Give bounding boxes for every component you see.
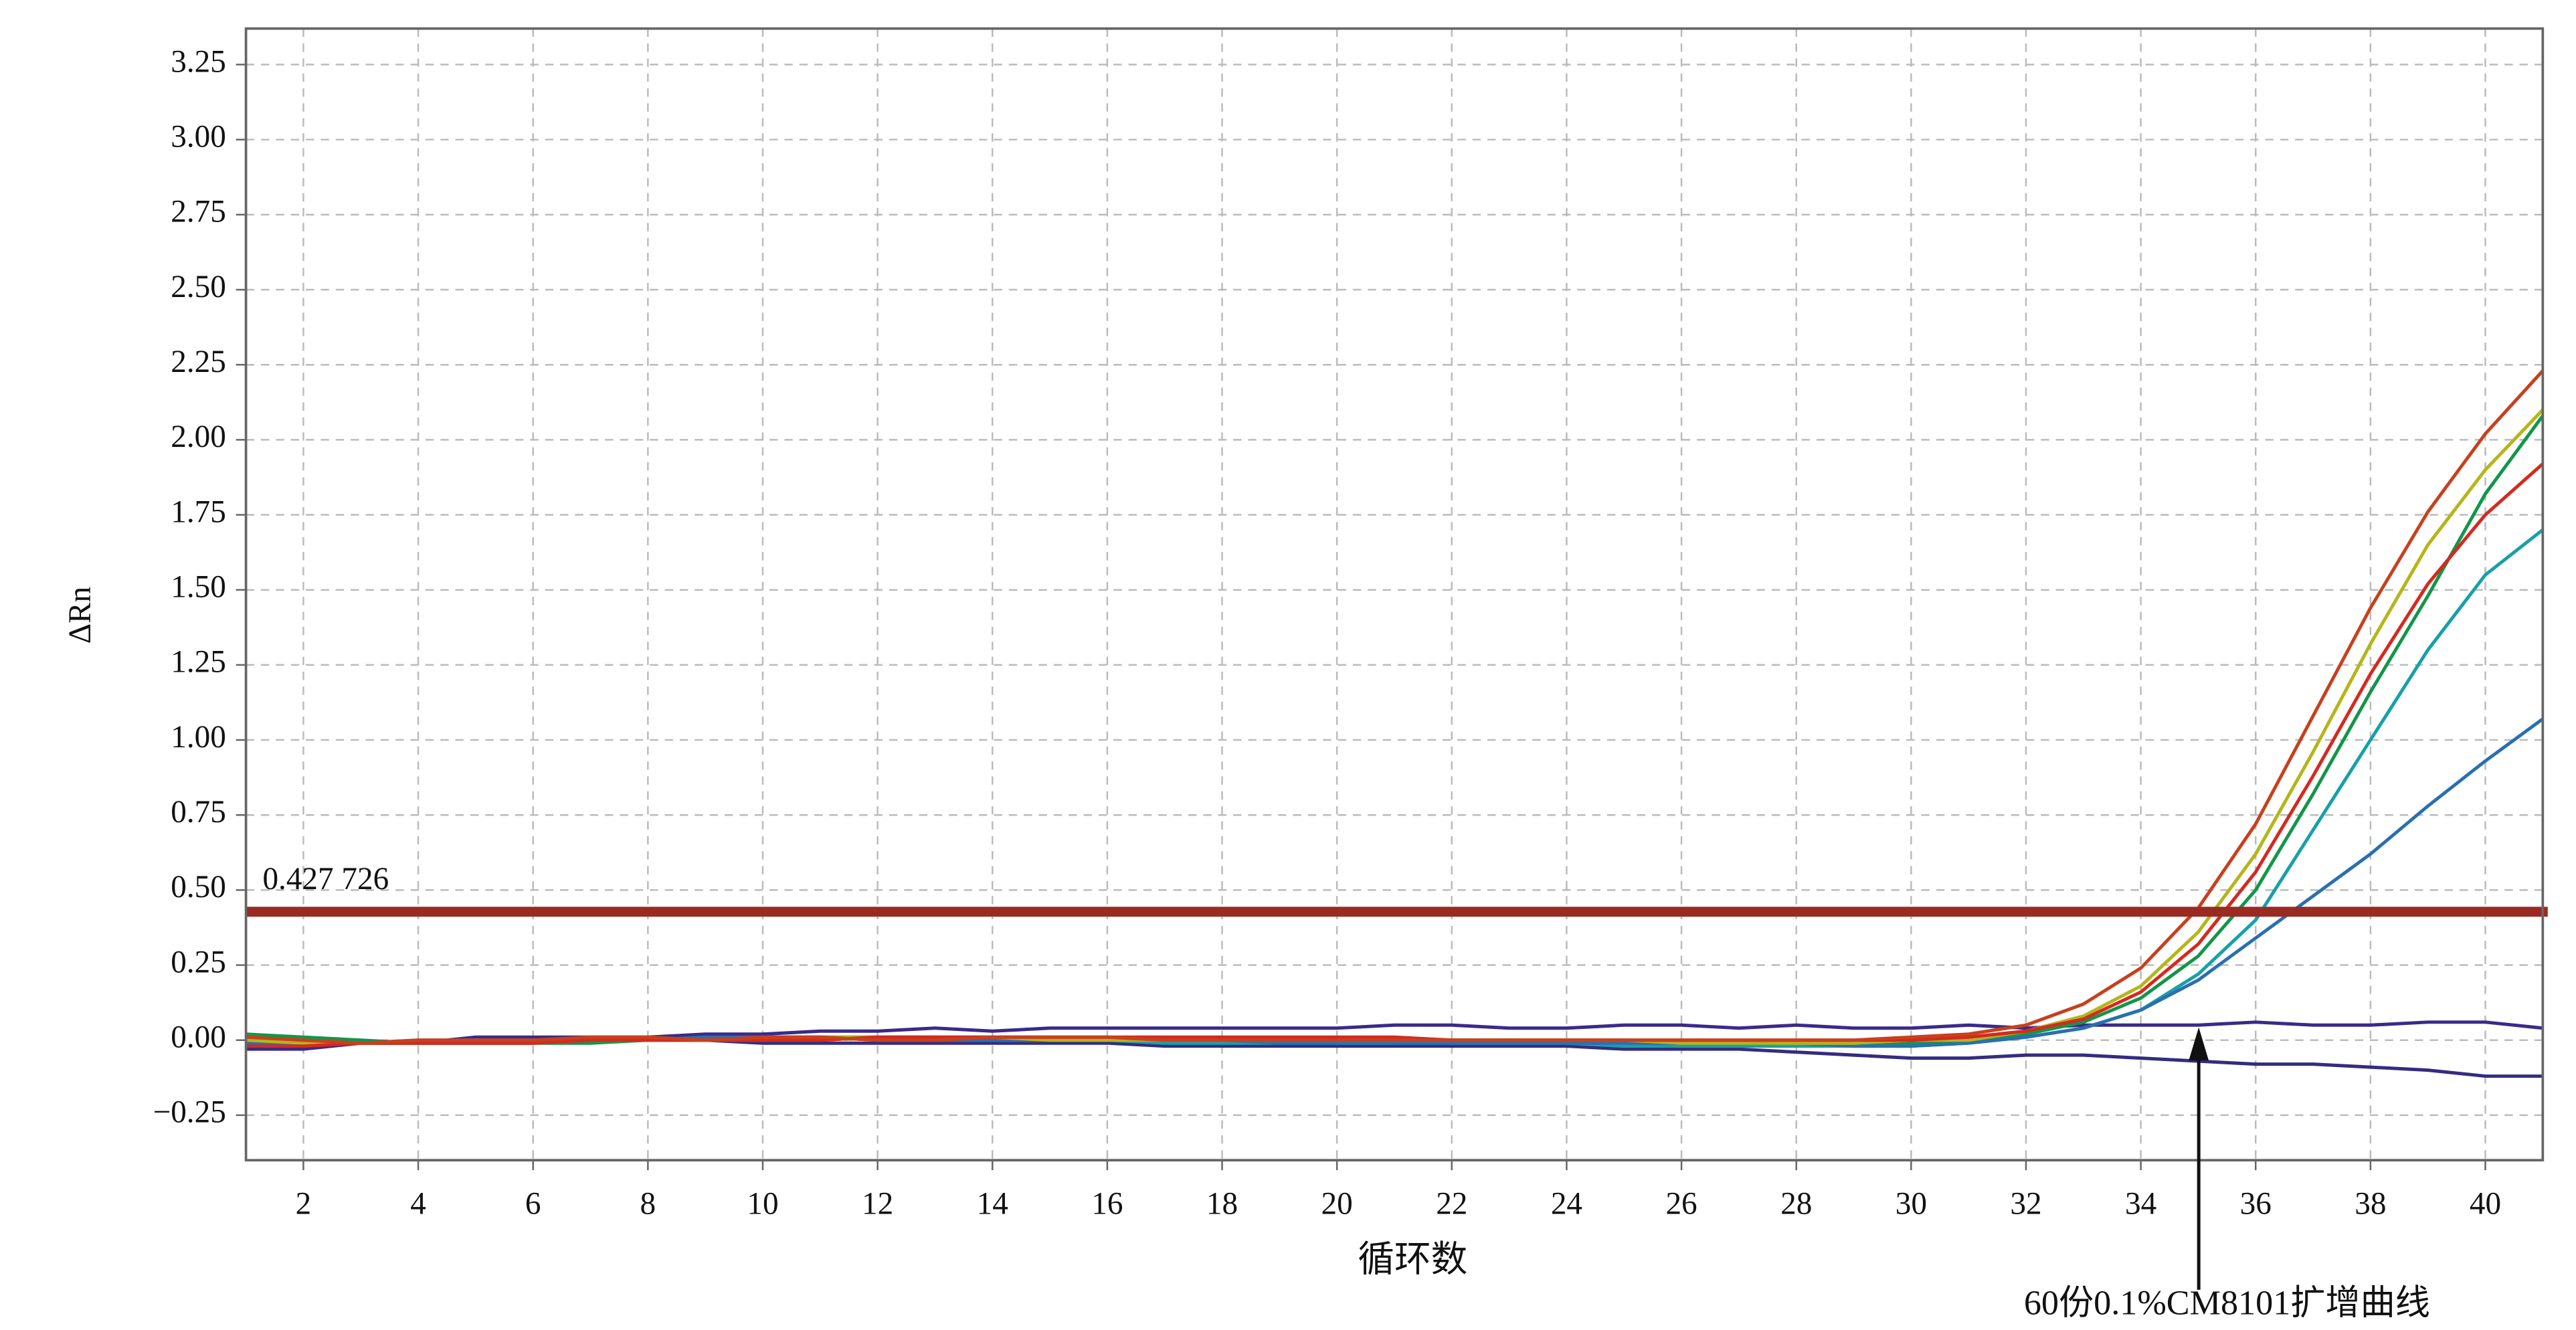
x-tick-label: 34 [2125, 1187, 2156, 1222]
x-tick-label: 36 [2240, 1187, 2272, 1222]
y-tick-label: 1.50 [171, 570, 226, 605]
curve [246, 369, 2545, 1045]
x-tick-label: 22 [1436, 1187, 1467, 1222]
threshold-label: 0.427 726 [262, 862, 389, 896]
x-tick-label: 30 [1896, 1187, 1927, 1222]
x-axis-label: 循环数 [1358, 1239, 1467, 1280]
x-tick-label: 20 [1321, 1187, 1353, 1222]
ticks: −0.25 0.00 0.25 0.50 0.75 1.00 1.25 1.50 1.75 2.0… [153, 44, 2501, 1221]
y-tick-label: 0.75 [171, 795, 226, 830]
y-tick-label: 2.00 [171, 419, 226, 454]
y-tick-label: 1.75 [171, 494, 226, 529]
y-tick-label: −0.25 [153, 1095, 226, 1130]
y-tick-label: 1.00 [171, 720, 226, 755]
x-tick-label: 40 [2470, 1187, 2501, 1222]
y-tick-label: 1.25 [171, 645, 226, 680]
plot-frame [244, 27, 2545, 1162]
curve [246, 462, 2544, 1048]
y-tick-label: 2.25 [171, 345, 226, 379]
x-tick-label: 10 [747, 1187, 778, 1222]
x-tick-label: 8 [640, 1187, 656, 1222]
x-tick-label: 14 [977, 1187, 1008, 1222]
arrow-head [2189, 1027, 2209, 1061]
y-tick-label: 2.50 [171, 270, 226, 304]
y-tick-label: 0.00 [171, 1020, 226, 1055]
grid [246, 28, 2543, 1161]
x-tick-label: 12 [862, 1187, 893, 1222]
curves [246, 369, 2548, 1078]
x-tick-label: 2 [296, 1187, 312, 1222]
x-tick-label: 6 [525, 1187, 541, 1222]
y-tick-label: 3.25 [171, 44, 226, 79]
x-tick-label: 24 [1551, 1187, 1582, 1222]
y-tick-label: 0.50 [171, 870, 226, 905]
x-tick-label: 16 [1091, 1187, 1123, 1222]
x-tick-label: 38 [2355, 1187, 2386, 1222]
x-tick-label: 28 [1780, 1187, 1812, 1222]
y-tick-label: 0.25 [171, 945, 226, 979]
y-axis-label: ΔRn [63, 587, 98, 644]
y-tick-label: 3.00 [171, 120, 226, 155]
annotation: 60份0.1%CM8101扩增曲线 [2024, 1285, 2430, 1323]
x-tick-label: 4 [410, 1187, 426, 1222]
x-tick-label: 26 [1665, 1187, 1697, 1222]
y-tick-label: 2.75 [171, 195, 226, 229]
x-tick-label: 32 [2010, 1187, 2041, 1222]
x-tick-label: 18 [1206, 1187, 1238, 1222]
